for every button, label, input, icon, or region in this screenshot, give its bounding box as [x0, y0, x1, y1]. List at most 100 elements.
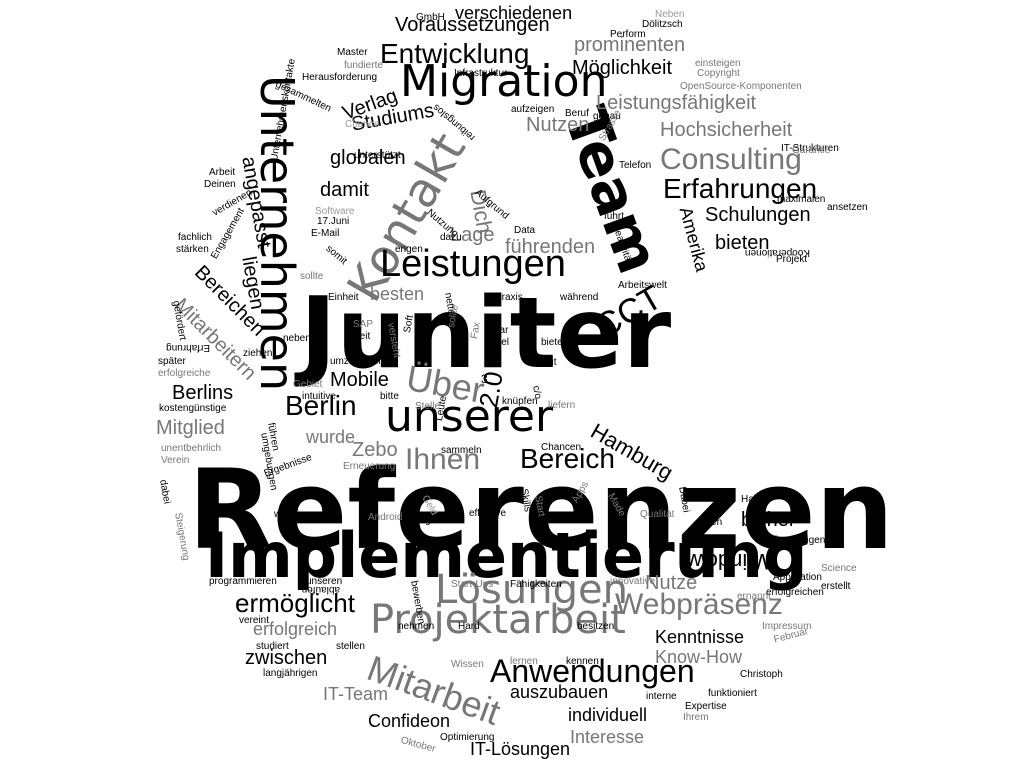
- cloud-word: Chance: [345, 119, 380, 130]
- cloud-word: seit: [541, 357, 557, 368]
- cloud-word: zwischen: [245, 647, 328, 669]
- cloud-word: IT-Team: [323, 684, 389, 704]
- cloud-word: Zebo: [352, 439, 398, 461]
- cloud-word: studiert: [256, 641, 289, 652]
- cloud-word: bietet: [541, 337, 566, 348]
- cloud-word: maximalen: [777, 194, 826, 205]
- cloud-word: viel: [494, 337, 510, 348]
- cloud-word: GmbH: [416, 12, 445, 23]
- cloud-word: Science: [821, 563, 857, 574]
- cloud-word: Haben: [741, 494, 771, 505]
- cloud-word: ernannt: [737, 591, 771, 602]
- cloud-word: Master: [337, 47, 368, 58]
- cloud-word: knüpfen: [502, 396, 538, 407]
- cloud-word: Erfahrung: [166, 342, 210, 353]
- cloud-word: Telefon: [619, 160, 652, 171]
- cloud-word: nehmen: [398, 621, 435, 632]
- cloud-word: Garantie: [792, 145, 831, 156]
- cloud-word: intuitive: [302, 391, 336, 402]
- cloud-word: Know-How: [655, 647, 743, 667]
- cloud-word: unserer: [385, 391, 554, 442]
- cloud-word: Ihrem: [683, 712, 709, 723]
- cloud-word: bieten: [715, 232, 770, 254]
- cloud-word: Android: [368, 512, 403, 523]
- cloud-word: kennen: [566, 656, 599, 667]
- cloud-word: wurde: [306, 427, 356, 447]
- cloud-word: Möglichkeit: [572, 57, 673, 79]
- cloud-word: Consulting: [660, 143, 802, 176]
- cloud-word: Lösungen: [435, 567, 628, 613]
- cloud-word: sollte: [300, 271, 324, 282]
- cloud-word: engen: [395, 244, 423, 255]
- cloud-word: dabei: [157, 478, 173, 505]
- cloud-word: neben: [283, 333, 311, 344]
- cloud-word: Einheit: [328, 292, 359, 303]
- cloud-word: umzusetzen: [330, 356, 384, 367]
- cloud-word: unterstützt: [354, 150, 401, 161]
- cloud-word: Nutze: [645, 572, 698, 594]
- cloud-word: bitte: [380, 391, 399, 402]
- cloud-word: Erneuerung: [343, 461, 396, 472]
- cloud-word: Infrastruktur: [454, 68, 508, 79]
- cloud-word: bisher: [741, 509, 796, 531]
- cloud-word: 17.Juni: [317, 216, 350, 227]
- cloud-word: Christoph: [740, 669, 783, 680]
- cloud-word: fachlich: [178, 232, 212, 243]
- cloud-word: Anwendungen: [490, 653, 695, 689]
- cloud-word: Berlin: [285, 390, 357, 421]
- cloud-word: erstellt: [821, 581, 851, 592]
- cloud-word: wichtige: [274, 509, 311, 520]
- cloud-word: Leistungen: [380, 243, 566, 285]
- cloud-word: ermöglicht: [235, 588, 355, 618]
- cloud-word: Praxis: [495, 292, 523, 303]
- cloud-word: führenden: [505, 236, 596, 258]
- cloud-word: Hochsicherheit: [660, 119, 793, 141]
- cloud-word: Projektarbeit: [370, 597, 626, 643]
- cloud-word: erfolgreiche: [158, 368, 211, 379]
- cloud-word: Neben: [655, 9, 685, 20]
- cloud-word: Data: [514, 225, 536, 236]
- cloud-word: programmieren: [209, 576, 277, 587]
- cloud-word: Oktober: [399, 735, 437, 755]
- cloud-word: Fähigkeiten: [510, 579, 562, 590]
- cloud-word: Verein: [161, 455, 190, 466]
- cloud-word: Erfahrungen: [663, 173, 818, 204]
- cloud-word: langjährigen: [263, 668, 318, 679]
- cloud-word: Ihnen: [405, 443, 481, 476]
- cloud-word: erfolgreichen: [766, 587, 824, 598]
- cloud-word: Software: [315, 206, 355, 217]
- cloud-word: funktioniert: [708, 688, 757, 699]
- cloud-word: gutes: [425, 515, 450, 526]
- cloud-word: später: [158, 356, 186, 367]
- cloud-word: Voraussetzungen: [395, 14, 550, 36]
- cloud-word: Chancen: [541, 442, 582, 453]
- cloud-word: liefern: [548, 400, 576, 411]
- cloud-word: genau: [593, 111, 621, 122]
- cloud-word: damit: [320, 179, 369, 201]
- cloud-word: Lage: [450, 224, 495, 246]
- cloud-word: Optimierung: [440, 732, 495, 743]
- cloud-word: Nutzen: [526, 114, 590, 136]
- cloud-word: Leistungsfähigkeit: [596, 92, 757, 114]
- cloud-word: IT-Lösungen: [470, 739, 571, 759]
- cloud-word: Entwicklung: [380, 38, 530, 69]
- cloud-word: c/o: [530, 384, 544, 400]
- cloud-word: stärken: [176, 244, 209, 255]
- cloud-word: besitzen: [577, 621, 615, 632]
- cloud-word: 3: [481, 372, 488, 386]
- cloud-word: Wissen: [451, 659, 484, 670]
- cloud-word: Herausforderung: [302, 72, 378, 83]
- cloud-word: Start-Ups: [451, 579, 494, 590]
- cloud-word: unentbehrlich: [161, 443, 222, 454]
- cloud-word: lernen: [510, 656, 538, 667]
- cloud-word: globalen: [330, 147, 406, 169]
- cloud-word: Stelle: [415, 401, 441, 412]
- cloud-word: Perform: [610, 29, 646, 40]
- cloud-word: verschiedenen: [455, 3, 573, 23]
- cloud-word: vereint: [239, 615, 270, 626]
- cloud-word: OpenSource-Komponenten: [680, 81, 802, 92]
- cloud-word: effektive: [469, 508, 507, 519]
- cloud-word: Berlins: [172, 382, 234, 404]
- cloud-word: innovative: [610, 576, 656, 587]
- cloud-word: Webpräsenz: [615, 588, 783, 621]
